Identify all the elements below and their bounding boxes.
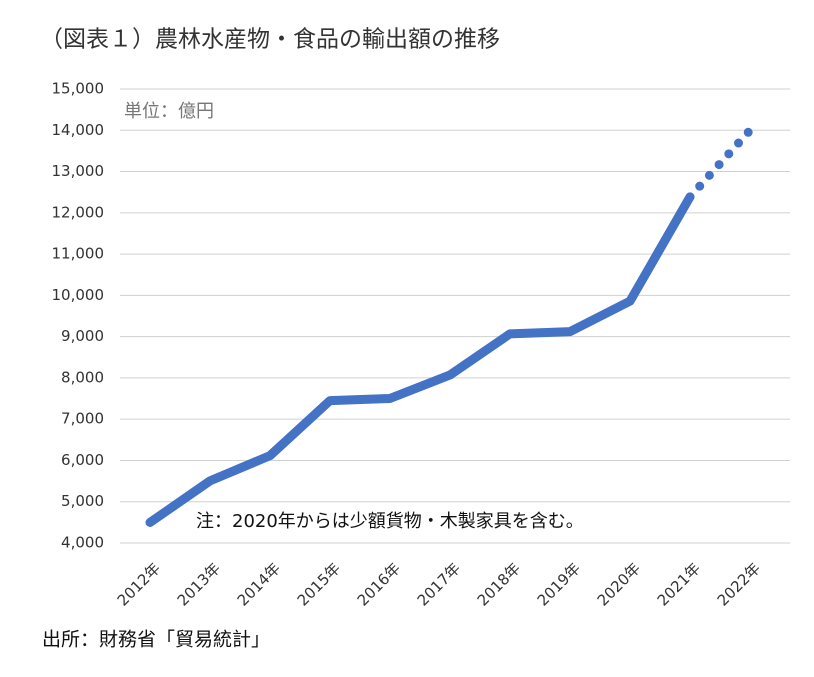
- x-tick-label: 2013年: [174, 559, 224, 609]
- line: [145, 192, 695, 527]
- x-tick-label: 2014年: [234, 559, 284, 609]
- y-tick-label: 5,000: [61, 492, 104, 510]
- y-tick-label: 12,000: [52, 203, 105, 221]
- y-tick-label: 14,000: [52, 121, 105, 139]
- x-tick-label: 2018年: [474, 559, 524, 609]
- x-tick-label: 2021年: [654, 559, 704, 609]
- x-tick-label: 2015年: [294, 559, 344, 609]
- y-tick-label: 7,000: [61, 410, 104, 428]
- source: 出所：財務省「貿易統計」: [42, 629, 270, 651]
- unit-label: 単位：億円: [124, 101, 214, 122]
- y-tick-label: 11,000: [52, 245, 105, 263]
- y-tick-label: 15,000: [52, 80, 105, 98]
- x-tick-label: 2012年: [114, 559, 164, 609]
- y-tick-label: 10,000: [52, 286, 105, 304]
- y-tick-label: 8,000: [61, 368, 104, 386]
- x-tick-label: 2016年: [354, 559, 404, 609]
- x-tick-label: 2022年: [714, 559, 764, 609]
- y-tick-label: 6,000: [61, 451, 104, 469]
- y-tick-label: 9,000: [61, 327, 104, 345]
- y-tick-label: 13,000: [52, 162, 105, 180]
- annotation: 注：2020年からは少額貨物・木製家具を含む。: [196, 511, 584, 532]
- y-tick-label: 4,000: [61, 534, 104, 552]
- dotted-line: [685, 125, 755, 202]
- chart-title: （図表１）農林水産物・食品の輸出額の推移: [40, 27, 500, 53]
- x-tick-label: 2019年: [534, 559, 584, 609]
- x-tick-label: 2017年: [414, 559, 464, 609]
- x-tick-label: 2020年: [594, 559, 644, 609]
